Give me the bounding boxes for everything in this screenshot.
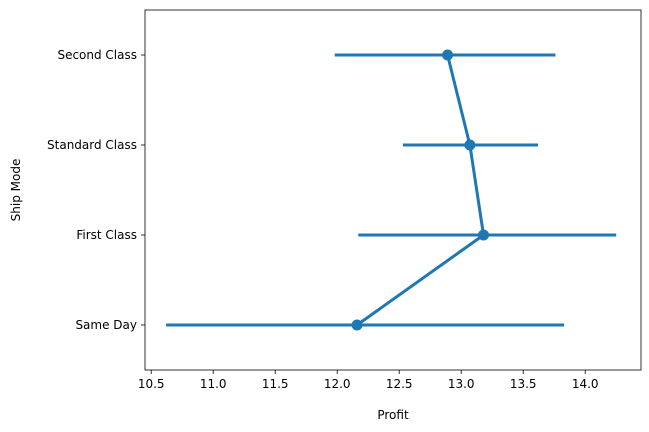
x-axis-label: Profit (377, 408, 409, 422)
y-axis-ticks: Second Class Standard Class First Class Sam… (47, 48, 145, 332)
point-marker (442, 49, 454, 61)
y-tick-label: Second Class (57, 48, 137, 62)
x-tick-label: 12.5 (386, 377, 413, 391)
x-tick-label: 13.5 (510, 377, 537, 391)
x-tick-label: 14.0 (572, 377, 599, 391)
points (351, 49, 490, 331)
y-tick-label: Same Day (75, 318, 137, 332)
point-marker (464, 139, 476, 151)
y-axis-label: Ship Mode (9, 159, 23, 222)
series-polyline (356, 54, 486, 327)
series-line (356, 54, 486, 327)
x-tick-label: 11.0 (200, 377, 227, 391)
y-tick-label: Standard Class (47, 138, 137, 152)
y-tick-label: First Class (76, 228, 137, 242)
x-axis-ticks: 10.5 11.0 11.5 12.0 12.5 13.0 13.5 14.0 (138, 370, 599, 391)
x-tick-label: 13.0 (448, 377, 475, 391)
x-tick-label: 12.0 (324, 377, 351, 391)
plot-area (144, 9, 642, 371)
point-marker (351, 319, 363, 331)
x-tick-label: 10.5 (138, 377, 165, 391)
x-tick-label: 11.5 (262, 377, 289, 391)
point-marker (478, 229, 490, 241)
